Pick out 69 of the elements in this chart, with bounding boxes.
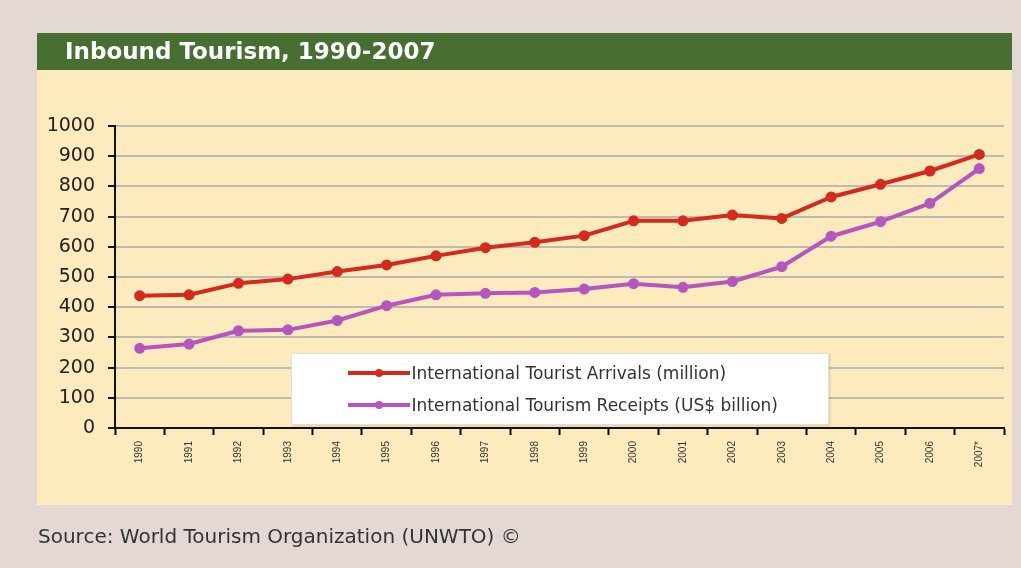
x-tick-label: 2006 <box>923 440 935 464</box>
chart-title: Inbound Tourism, 1990-2007 <box>65 38 436 64</box>
point <box>973 148 985 160</box>
point <box>134 342 146 354</box>
point <box>726 209 738 221</box>
point <box>430 289 442 301</box>
point <box>776 212 788 224</box>
y-tick-label: 900 <box>58 143 95 166</box>
point <box>875 178 887 190</box>
point <box>825 191 837 203</box>
x-tick-label: 1998 <box>528 440 540 464</box>
legend-label: International Tourism Receipts (US$ billion) <box>411 395 778 415</box>
x-tick-label: 1997 <box>479 440 491 464</box>
y-tick-label: 700 <box>58 203 95 226</box>
point <box>381 300 393 312</box>
source-note: Source: World Tourism Organization (UNWTO) © <box>38 523 521 549</box>
y-tick-label: 400 <box>58 294 95 317</box>
point <box>479 242 491 254</box>
point <box>677 281 689 293</box>
point <box>924 165 936 177</box>
point <box>183 289 195 301</box>
point <box>479 287 491 299</box>
y-tick-label: 500 <box>58 263 95 286</box>
x-tick-label: 1991 <box>182 440 194 464</box>
y-tick-label: 0 <box>82 414 95 437</box>
point <box>232 277 244 289</box>
point <box>430 250 442 262</box>
point <box>825 230 837 242</box>
point <box>677 215 689 227</box>
x-tick-label: 1992 <box>232 440 244 464</box>
x-tick-label: 2004 <box>824 440 836 464</box>
x-tick-label: 2001 <box>676 440 688 464</box>
point <box>331 314 343 326</box>
point <box>183 338 195 350</box>
point <box>875 216 887 228</box>
point <box>726 276 738 288</box>
x-tick-label: 1990 <box>133 440 145 464</box>
y-tick-label: 100 <box>58 384 95 407</box>
x-tick-label: 2000 <box>627 440 639 464</box>
point <box>628 278 640 290</box>
x-tick-label: 2005 <box>874 440 886 464</box>
x-tick-label: 2002 <box>726 440 738 464</box>
x-tick-label: 1995 <box>380 440 392 464</box>
x-tick-label: 1993 <box>281 440 293 464</box>
y-tick-label: 600 <box>58 233 95 256</box>
point <box>628 215 640 227</box>
x-tick-label: 1996 <box>429 440 441 464</box>
point <box>529 236 541 248</box>
y-tick-label: 1000 <box>46 112 95 135</box>
point <box>529 286 541 298</box>
point <box>282 324 294 336</box>
x-tick-label: 1999 <box>577 440 589 464</box>
x-tick-label: 2003 <box>775 440 787 464</box>
legend-label: International Tourist Arrivals (million) <box>411 363 727 383</box>
y-tick-label: 800 <box>58 173 95 196</box>
point <box>282 273 294 285</box>
point <box>924 197 936 209</box>
point <box>331 266 343 278</box>
point <box>578 283 590 295</box>
x-tick-label: 2007* <box>973 440 985 468</box>
point <box>381 259 393 271</box>
point <box>134 290 146 302</box>
y-tick-label: 200 <box>58 354 95 377</box>
point <box>578 230 590 242</box>
point <box>776 261 788 273</box>
x-tick-label: 1994 <box>331 440 342 464</box>
y-tick-label: 300 <box>58 324 95 347</box>
point <box>973 163 985 175</box>
point <box>232 325 244 337</box>
